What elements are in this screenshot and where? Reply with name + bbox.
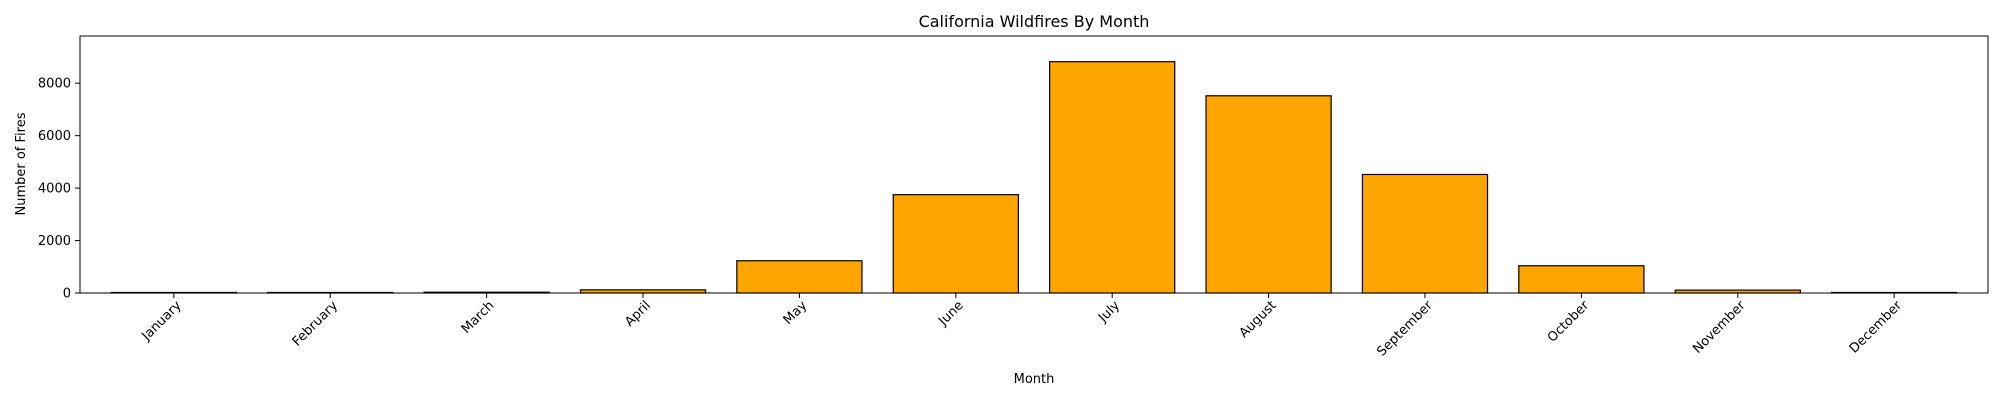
x-tick-label: October (1545, 298, 1593, 346)
x-tick-label: August (1237, 298, 1280, 341)
x-tick-label: April (622, 298, 654, 330)
bar-august (1205, 95, 1332, 294)
bars-group (110, 61, 1958, 294)
bar-july (1049, 61, 1176, 294)
y-tick-label: 4000 (38, 182, 71, 197)
bar-september (1361, 173, 1489, 294)
x-tick-label: November (1690, 298, 1749, 357)
x-tick-label: January (138, 298, 184, 344)
x-tick-label: June (935, 298, 966, 329)
x-tick-label: July (1095, 298, 1123, 326)
x-axis-ticks: January February March April May June July Augu… (138, 293, 1905, 360)
y-tick-label: 0 (63, 287, 71, 302)
plot-frame (79, 35, 1989, 294)
bar-may (736, 260, 863, 294)
y-tick-label: 2000 (38, 234, 71, 249)
bar-october (1518, 265, 1645, 294)
x-tick-label: February (290, 298, 342, 350)
x-axis-label: Month (1014, 372, 1055, 387)
x-tick-label: September (1374, 298, 1436, 360)
y-axis-ticks: 0 2000 4000 6000 8000 (38, 77, 80, 302)
x-tick-label: March (459, 298, 498, 337)
y-axis-label: Number of Fires (14, 112, 29, 215)
bar-june (892, 194, 1019, 294)
y-tick-label: 6000 (38, 129, 71, 144)
x-tick-label: December (1847, 298, 1906, 357)
y-tick-label: 8000 (38, 77, 71, 92)
x-tick-label: May (781, 298, 811, 328)
chart-title: California Wildfires By Month (919, 12, 1150, 31)
